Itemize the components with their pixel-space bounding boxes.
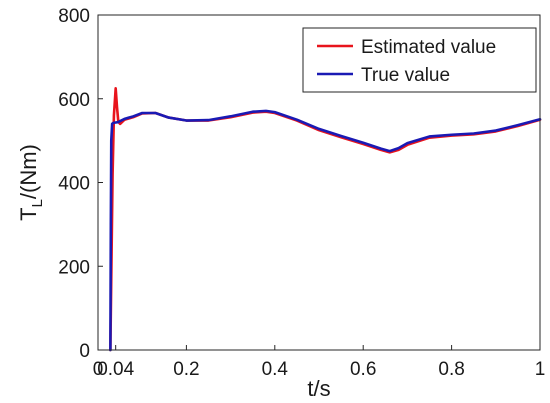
legend: Estimated value True value — [302, 27, 537, 93]
y-axis-label-main: T — [16, 207, 41, 220]
y-tick-label: 200 — [58, 257, 90, 278]
y-axis-label: TL/(Nm) — [16, 144, 46, 221]
y-axis-label-units: /(Nm) — [16, 144, 41, 199]
axis-labels: t/s TL/(Nm) — [16, 144, 331, 401]
y-tick-label: 800 — [58, 6, 90, 27]
x-tick-label: 0.04 — [97, 359, 134, 380]
x-tick-label: 0.4 — [262, 359, 289, 380]
y-tick-label: 400 — [58, 174, 90, 195]
x-tick-label: 0.2 — [173, 359, 199, 380]
x-tick-label: 0 — [93, 359, 104, 380]
legend-label: Estimated value — [361, 37, 496, 58]
series-layer — [109, 86, 542, 352]
legend-box — [302, 27, 537, 93]
y-tick-label: 600 — [58, 90, 90, 111]
y-axis-label-subscript: L — [29, 199, 46, 207]
legend-label: True value — [361, 65, 450, 86]
x-tick-label: 0.8 — [438, 359, 464, 380]
y-tick-label: 0 — [79, 341, 90, 362]
series-line-true-value — [109, 109, 542, 352]
x-tick-label: 0.6 — [350, 359, 376, 380]
x-tick-label: 1 — [535, 359, 546, 380]
x-axis-label: t/s — [307, 376, 330, 401]
